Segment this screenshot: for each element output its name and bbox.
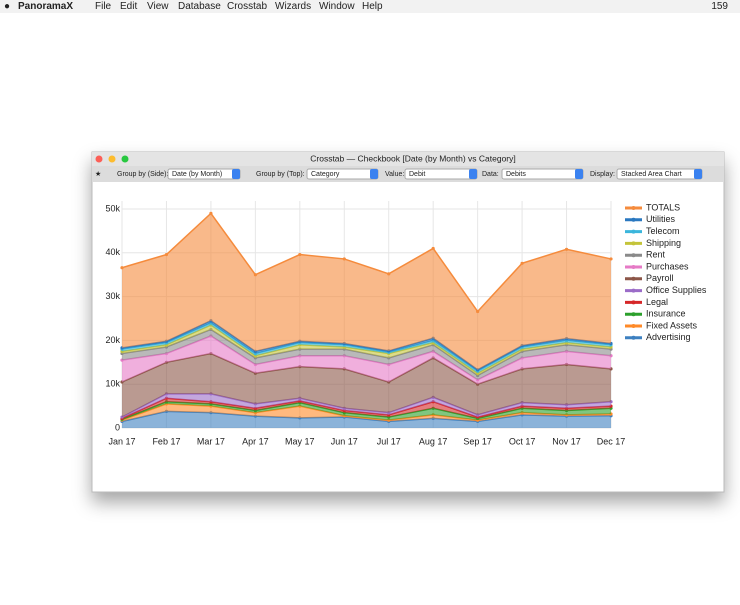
y-tick-label: 40k: [105, 247, 120, 257]
legend-dot: [631, 300, 636, 305]
dropdown-value[interactable]: Stacked Area Chart: [621, 171, 682, 178]
dropdown-value[interactable]: Debits: [506, 171, 526, 178]
x-tick-label: Feb 17: [152, 436, 180, 446]
x-tick-label: Sep 17: [463, 436, 492, 446]
apple-icon[interactable]: ●: [4, 1, 10, 12]
point: [209, 211, 213, 215]
legend-dot: [631, 312, 636, 317]
menu-bar: [0, 0, 740, 13]
y-tick-label: 30k: [105, 291, 120, 301]
point: [298, 252, 302, 257]
line: [121, 212, 612, 313]
legend-dot: [631, 324, 636, 328]
menu-item[interactable]: File: [95, 1, 112, 12]
area: [122, 336, 611, 385]
legend-label: Legal: [646, 297, 668, 307]
window-title: Crosstab — Checkbook [Date (by Month) vs…: [310, 153, 516, 163]
legend-dot: [631, 253, 636, 258]
y-tick-label: 20k: [105, 335, 120, 345]
area: [122, 353, 611, 418]
close-button[interactable]: [95, 155, 103, 163]
x-tick-label: Nov 17: [552, 436, 581, 446]
dropdown-value[interactable]: Category: [311, 171, 340, 178]
menu-item[interactable]: Wizards: [275, 1, 311, 12]
dropdown-arrow: [575, 169, 583, 179]
menu-item[interactable]: Edit: [120, 1, 137, 12]
x-tick-label: Jun 17: [331, 436, 358, 446]
x-tick-label: Oct 17: [509, 436, 536, 446]
legend-dot: [631, 206, 636, 210]
star-icon[interactable]: ★: [95, 170, 101, 178]
legend-dot: [631, 217, 636, 222]
x-tick-label: Apr 17: [242, 436, 269, 446]
point: [431, 246, 435, 251]
y-tick-label: 10k: [105, 379, 120, 389]
point: [164, 252, 169, 257]
legend-label: Shipping: [646, 238, 681, 248]
toolbar-label: Display:: [590, 171, 615, 178]
x-tick-label: May 17: [285, 436, 315, 446]
app-name[interactable]: PanoramaX: [18, 1, 73, 12]
legend-dot: [631, 265, 636, 269]
dropdown-value[interactable]: Date (by Month): [172, 171, 222, 178]
legend-dot: [631, 241, 636, 246]
legend-label: Rent: [646, 250, 666, 260]
y-tick-label: 0: [115, 422, 120, 432]
legend-label: Telecom: [646, 226, 680, 236]
dropdown-arrow: [232, 169, 240, 179]
area: [122, 329, 611, 380]
toolbar-label: Value:: [385, 171, 404, 178]
badge[interactable]: 159: [711, 1, 728, 12]
legend-label: Fixed Assets: [646, 320, 698, 330]
legend-label: Payroll: [646, 273, 674, 283]
x-tick-label: Dec 17: [597, 436, 626, 446]
legend-label: Purchases: [646, 261, 689, 271]
point: [342, 257, 346, 261]
legend-label: TOTALS: [646, 202, 680, 212]
point: [609, 257, 613, 261]
legend-dot: [631, 335, 636, 340]
point: [564, 247, 569, 251]
legend-dot: [631, 276, 636, 281]
x-tick-label: Mar 17: [197, 436, 225, 446]
legend-label: Advertising: [646, 332, 691, 342]
area: [122, 213, 611, 370]
menu-item[interactable]: View: [147, 1, 169, 12]
menu-item[interactable]: Window: [319, 1, 355, 12]
toolbar-label: Data:: [482, 171, 499, 178]
x-tick-label: Jan 17: [108, 436, 135, 446]
y-tick-label: 50k: [105, 203, 120, 213]
legend-dot: [631, 288, 636, 293]
dropdown-arrow: [694, 169, 702, 179]
point: [476, 309, 480, 314]
toolbar-label: Group by (Top):: [256, 171, 305, 178]
x-tick-label: Jul 17: [377, 436, 401, 446]
menu-item[interactable]: Database: [178, 1, 221, 12]
dropdown-arrow: [370, 169, 378, 179]
legend-label: Utilities: [646, 214, 676, 224]
menu-item[interactable]: Crosstab: [227, 1, 267, 12]
dropdown-value[interactable]: Debit: [409, 171, 425, 178]
legend-label: Insurance: [646, 309, 686, 319]
x-tick-label: Aug 17: [419, 436, 448, 446]
dropdown-arrow: [469, 169, 477, 179]
minimize-button[interactable]: [108, 155, 116, 163]
toolbar-label: Group by (Side):: [117, 171, 168, 178]
menu-item[interactable]: Help: [362, 1, 383, 12]
point: [120, 266, 124, 270]
title-bar: [92, 152, 724, 166]
point: [520, 261, 524, 265]
zoom-button[interactable]: [121, 155, 129, 163]
legend-label: Office Supplies: [646, 285, 707, 295]
legend-dot: [631, 229, 636, 234]
point: [387, 272, 391, 276]
point: [253, 273, 257, 277]
